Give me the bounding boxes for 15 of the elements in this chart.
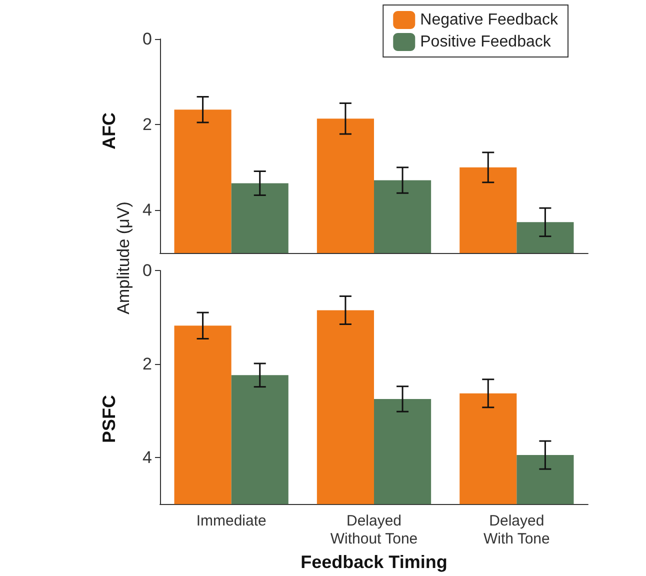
- y-tick-label: 2: [142, 115, 152, 134]
- x-tick-label: Delayed With Tone: [483, 512, 550, 548]
- legend-label: Positive Feedback: [420, 34, 552, 50]
- y-tick-label: 0: [142, 30, 152, 48]
- text: AFC: [99, 112, 119, 150]
- y-tick-label: 2: [142, 354, 152, 374]
- x-tick-label: Delayed Without Tone: [330, 512, 418, 548]
- y-tick-label: 4: [142, 200, 152, 220]
- y-tick-label: 0: [142, 261, 152, 280]
- y-axis-title: Amplitude (μV): [114, 202, 134, 314]
- x-axis-title: Feedback Timing: [300, 552, 448, 572]
- text: PSFC: [99, 394, 119, 444]
- legend-label: Negative Feedback: [420, 12, 559, 28]
- x-tick-label: Immediate: [196, 512, 266, 530]
- y-tick-label: 4: [142, 448, 152, 467]
